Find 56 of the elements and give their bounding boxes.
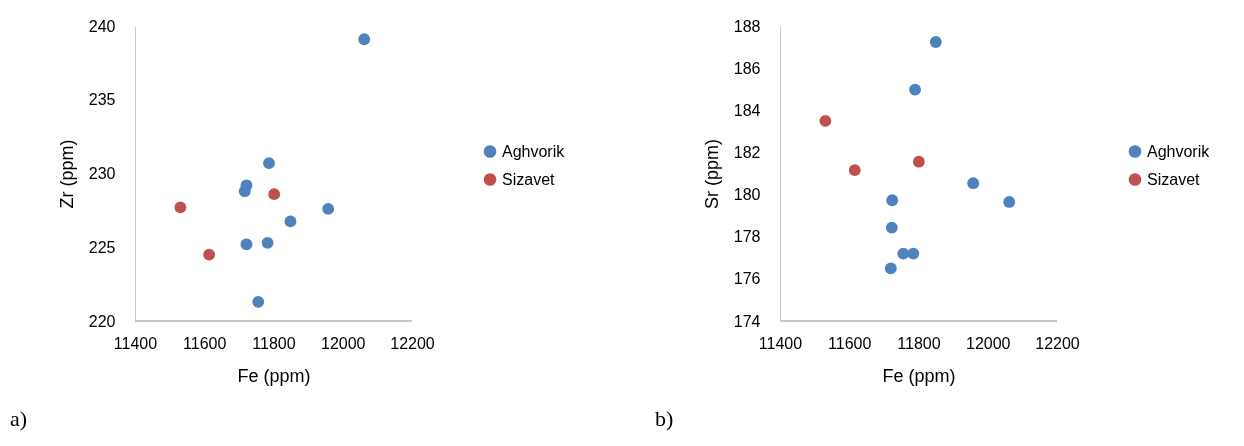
x-tick-label: 11400	[113, 334, 158, 352]
point	[263, 157, 275, 170]
y-tick-label: 182	[733, 143, 761, 161]
y-tick-label: 176	[733, 270, 761, 288]
point	[897, 247, 910, 260]
y-tick-label: 184	[733, 101, 761, 119]
point	[268, 188, 281, 201]
legend-label: Sizavet	[1147, 170, 1201, 188]
x-tick-label: 11800	[897, 334, 941, 352]
point	[885, 221, 898, 234]
point	[909, 83, 921, 96]
point	[174, 201, 187, 214]
point	[252, 295, 265, 308]
y-axis-title: Sr (ppm)	[701, 138, 722, 210]
y-tick-label: 220	[88, 312, 116, 330]
text: b)	[655, 406, 674, 431]
x-tick-label: 11400	[758, 334, 803, 352]
x-tick-label: 12200	[1035, 334, 1080, 352]
y-tick-label: 240	[88, 17, 116, 35]
x-tick-label: 12000	[321, 334, 366, 352]
x-tick-label: 11800	[252, 334, 296, 352]
point	[322, 203, 335, 215]
legend-label: Aghvorik	[502, 142, 566, 160]
point	[261, 236, 274, 249]
y-tick-label: 230	[88, 165, 116, 182]
point	[884, 262, 897, 275]
point	[929, 36, 942, 48]
y-tick-label: 180	[733, 186, 761, 204]
y-tick-label: 174	[733, 312, 761, 330]
y-tick-label: 178	[733, 228, 761, 246]
x-tick-label: 11600	[183, 334, 227, 352]
x-axis-title: Fe (ppm)	[237, 365, 311, 386]
point	[848, 164, 861, 177]
legend-label: Sizavet	[502, 170, 556, 188]
x-tick-label: 12000	[966, 334, 1011, 352]
y-axis-title: Zr (ppm)	[56, 139, 77, 209]
y-tick-label: 235	[88, 91, 116, 109]
point	[886, 194, 899, 207]
point	[284, 215, 297, 228]
point	[912, 155, 925, 168]
x-tick-label: 11600	[828, 334, 872, 352]
x-axis-title: Fe (ppm)	[882, 365, 956, 386]
point	[238, 185, 251, 198]
y-tick-label: 225	[88, 238, 116, 256]
point	[358, 33, 371, 46]
y-tick-label: 186	[733, 59, 761, 77]
x-tick-label: 12200	[390, 334, 435, 352]
point	[203, 248, 216, 261]
point	[967, 177, 980, 190]
legend-label: Aghvorik	[1147, 142, 1211, 160]
point	[240, 238, 253, 251]
text: a)	[10, 406, 28, 431]
y-tick-label: 188	[733, 17, 761, 35]
point	[1003, 196, 1016, 208]
point	[819, 114, 832, 127]
point	[907, 247, 920, 260]
